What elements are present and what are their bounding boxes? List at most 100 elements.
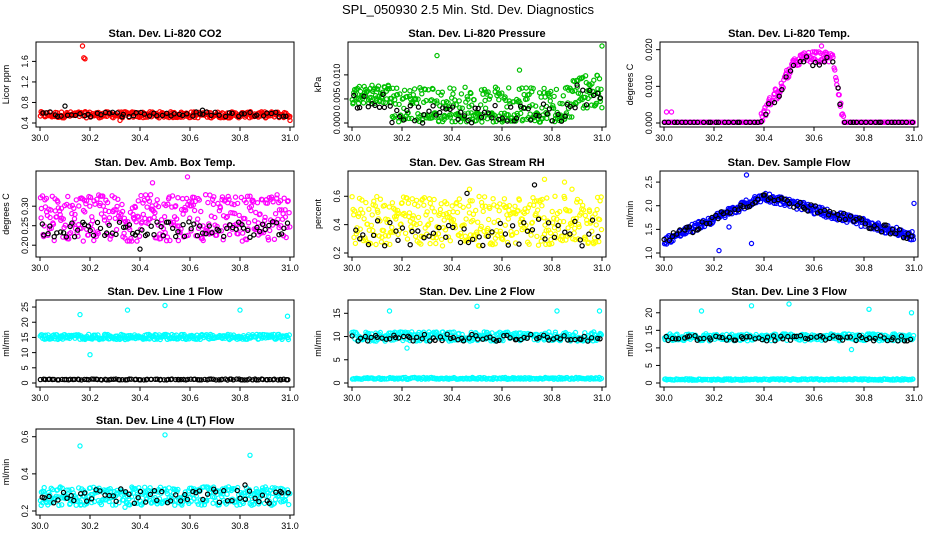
data-point (397, 91, 403, 97)
data-point (473, 207, 479, 214)
data-point (517, 100, 523, 106)
data-point (72, 112, 79, 119)
data-point (786, 200, 793, 207)
data-point (266, 222, 272, 229)
x-tick-label: 30.6 (805, 393, 823, 403)
data-point (557, 100, 563, 107)
data-point (562, 195, 568, 202)
data-point (83, 198, 90, 204)
x-tick-label: 30.8 (543, 133, 561, 143)
data-point (137, 377, 144, 383)
data-point (159, 112, 166, 119)
data-point (82, 209, 88, 215)
data-point (812, 203, 819, 209)
x-tick-label: 30.8 (543, 263, 561, 273)
data-point (208, 112, 214, 119)
data-point (503, 203, 509, 210)
data-point (572, 236, 578, 243)
data-point (271, 236, 278, 242)
data-point (368, 334, 374, 341)
data-point (101, 217, 108, 223)
data-point (485, 233, 491, 239)
data-point (477, 243, 483, 249)
data-point (386, 308, 393, 314)
data-point (725, 119, 732, 126)
data-point (440, 105, 446, 111)
x-tick-label: 30.0 (343, 263, 361, 273)
data-point (377, 196, 384, 202)
data-point (87, 194, 94, 200)
data-point (528, 117, 534, 123)
data-point (541, 215, 547, 221)
data-point (282, 207, 288, 213)
data-point (421, 194, 428, 201)
data-point (516, 67, 523, 73)
data-point (715, 215, 721, 222)
data-point (535, 207, 541, 213)
data-point (260, 113, 267, 119)
data-point (840, 113, 847, 120)
data-point (276, 207, 283, 213)
plot-frame (659, 170, 919, 258)
y-axis-label: percent (313, 198, 323, 229)
data-point (496, 207, 502, 214)
data-point (58, 113, 64, 119)
data-point (133, 219, 139, 225)
data-point (39, 221, 46, 227)
series-black (349, 331, 603, 344)
data-point (106, 110, 113, 116)
data-point (191, 221, 197, 227)
data-point (278, 231, 285, 237)
data-point (465, 239, 472, 246)
x-tick-label: 31.0 (905, 393, 923, 403)
data-point (281, 225, 287, 231)
data-point (489, 115, 495, 121)
data-point (526, 241, 532, 247)
data-point (108, 376, 114, 382)
data-point (542, 236, 548, 242)
data-point (262, 217, 268, 224)
plot-frame (659, 41, 919, 128)
x-tick-label: 30.4 (755, 263, 773, 273)
data-point (119, 201, 125, 208)
data-point (199, 230, 206, 236)
data-point (572, 218, 578, 225)
data-point (516, 197, 523, 203)
data-point (161, 213, 168, 220)
y-tick-label: 0.20 (20, 236, 30, 254)
data-point (829, 52, 836, 58)
data-point (883, 222, 889, 228)
data-point (502, 231, 509, 237)
data-point (404, 236, 411, 242)
data-point (87, 113, 94, 120)
y-tick-label: 0.010 (332, 64, 342, 87)
data-point (776, 93, 782, 99)
data-point (94, 196, 100, 202)
data-point (498, 110, 504, 117)
data-point (238, 111, 245, 117)
data-point (735, 207, 741, 213)
y-tick-label: 0.2 (332, 247, 342, 260)
data-point (872, 119, 879, 126)
data-point (372, 203, 378, 209)
data-point (582, 236, 589, 242)
data-point (370, 232, 377, 238)
data-point (169, 225, 176, 231)
data-point (361, 216, 367, 222)
data-point (239, 230, 246, 236)
data-point (387, 241, 393, 248)
data-point (565, 225, 571, 231)
series-green (349, 43, 605, 125)
points (349, 176, 605, 249)
data-point (408, 223, 414, 230)
data-point (726, 224, 732, 230)
data-point (37, 376, 44, 383)
data-point (553, 86, 560, 93)
data-point (509, 223, 516, 229)
data-point (412, 117, 418, 124)
data-point (594, 206, 600, 213)
data-point (276, 231, 282, 238)
data-point (406, 210, 413, 216)
data-point (909, 119, 916, 126)
